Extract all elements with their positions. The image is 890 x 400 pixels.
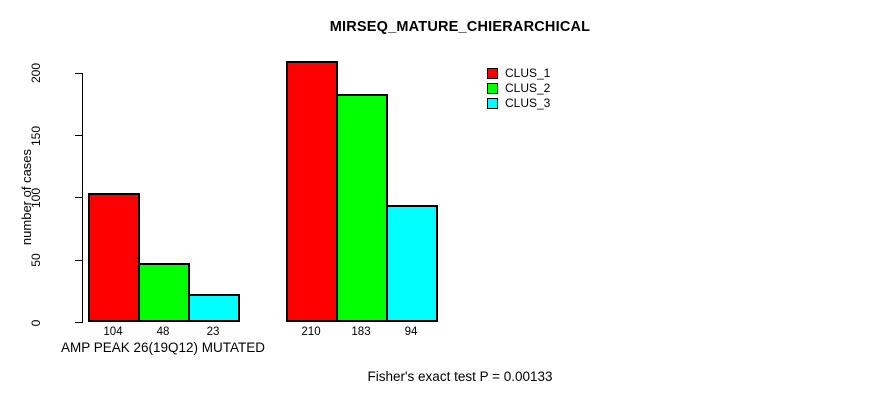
y-tick-mark [75, 72, 83, 74]
chart-title: MIRSEQ_MATURE_CHIERARCHICAL [329, 19, 591, 35]
y-tick-label: 100 [29, 187, 43, 208]
y-tick-mark [75, 135, 83, 137]
legend-item-clus_3: CLUS_3 [487, 96, 550, 111]
legend-item-clus_1: CLUS_1 [487, 66, 550, 81]
legend-label: CLUS_1 [505, 66, 551, 80]
bar-clus_1-group2 [286, 60, 338, 323]
legend-swatch-icon [487, 68, 498, 79]
y-tick-label: 0 [29, 319, 43, 326]
y-tick-mark [75, 322, 83, 323]
bar-clus_3-group2 [386, 205, 438, 323]
bar-clus_3-group1 [188, 293, 240, 323]
y-tick-label: 50 [29, 253, 43, 267]
legend-swatch-icon [487, 98, 498, 109]
bar-value-label: 48 [156, 326, 170, 338]
legend: CLUS_1 CLUS_2 CLUS_3 [487, 66, 550, 111]
bar-clus_1-group1 [88, 192, 140, 323]
bar-value-label: 104 [103, 326, 123, 338]
bar-value-label: 94 [404, 326, 418, 338]
legend-swatch-icon [487, 83, 498, 94]
bar-clus_2-group2 [336, 94, 388, 323]
bar-value-label: 183 [351, 326, 371, 338]
x-category-label: AMP PEAK 26(19Q12) MUTATED [60, 340, 266, 355]
y-tick-label: 200 [29, 63, 43, 84]
fisher-test-annotation: Fisher's exact test P = 0.00133 [367, 369, 553, 384]
y-tick-label: 150 [29, 125, 43, 146]
bar-value-label: 210 [301, 326, 321, 338]
legend-item-clus_2: CLUS_2 [487, 81, 550, 96]
legend-label: CLUS_2 [505, 81, 551, 95]
bar-clus_2-group1 [138, 262, 190, 323]
y-tick-mark [75, 259, 83, 261]
legend-label: CLUS_3 [505, 96, 551, 110]
y-tick-mark [75, 197, 83, 199]
bar-value-label: 23 [206, 326, 220, 338]
